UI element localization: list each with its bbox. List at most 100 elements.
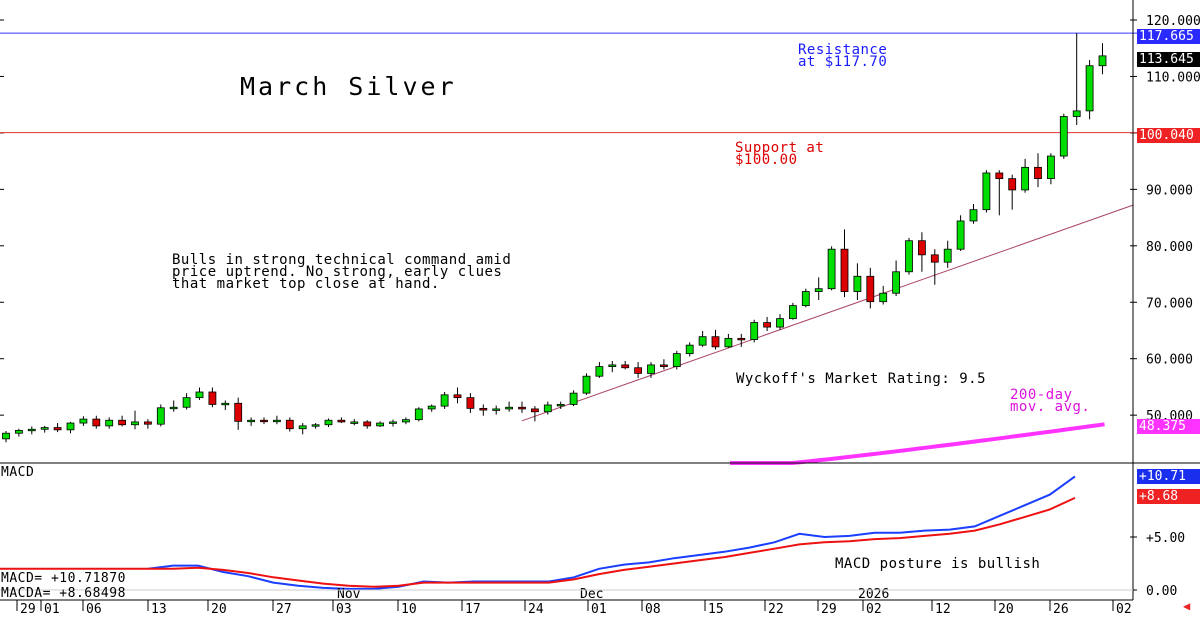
axis-labels: 120.000110.000100.00090.00080.00070.0006… <box>1146 14 1200 599</box>
candle-body <box>801 291 810 307</box>
candle <box>879 285 888 305</box>
candle-body <box>66 422 75 431</box>
candle <box>324 418 333 428</box>
trendline-layer <box>521 204 1134 422</box>
candle <box>1098 43 1107 75</box>
candle-body <box>1047 155 1055 180</box>
candle <box>685 342 694 357</box>
candle <box>582 373 591 395</box>
candle <box>982 170 991 213</box>
candle <box>118 415 126 427</box>
candle <box>801 288 810 308</box>
candle <box>853 263 862 300</box>
month-label: Nov <box>337 587 361 602</box>
candle-body <box>479 407 488 411</box>
candle <box>337 417 346 424</box>
candle-body <box>27 428 36 432</box>
candle <box>208 387 217 408</box>
scroll-left-arrow-icon[interactable]: ◀ <box>1183 599 1191 613</box>
candle-body <box>401 419 410 423</box>
candle <box>40 425 49 433</box>
candle-body <box>634 367 642 374</box>
candle <box>660 359 668 370</box>
candle <box>1021 158 1029 193</box>
candle-body <box>647 364 655 374</box>
date-tick-label: 24 <box>528 602 544 617</box>
candle <box>389 419 397 427</box>
date-tick-label: 01 <box>44 602 60 617</box>
candle <box>1085 60 1094 120</box>
candle <box>492 405 501 415</box>
date-tick-label: 02 <box>866 602 882 617</box>
candle <box>311 423 320 429</box>
candle <box>221 400 230 411</box>
candle-body <box>1034 166 1042 180</box>
last-price-tag: 113.645 <box>1137 52 1200 67</box>
candle <box>440 392 449 409</box>
candle-body <box>156 407 165 425</box>
candle <box>105 417 114 429</box>
candle-body <box>247 419 256 423</box>
candle <box>2 430 10 443</box>
ma-price-tag: 48.375 <box>1137 419 1200 434</box>
candle-body <box>1072 110 1081 117</box>
candle <box>595 362 604 378</box>
date-tick-label: 08 <box>645 602 661 617</box>
macd-tick-label: 0.00 <box>1146 584 1177 599</box>
candle <box>943 240 952 268</box>
candle-body <box>956 220 965 250</box>
macda-readout: MACDA= +8.68498 <box>1 586 126 601</box>
candle-body <box>260 419 268 423</box>
candle-body <box>995 172 1004 180</box>
candle <box>892 260 900 297</box>
macd-value-tag: +10.71 <box>1137 469 1200 484</box>
market-rating: Wyckoff's Market Rating: 9.5 <box>736 371 987 387</box>
candle <box>466 393 475 413</box>
candle <box>672 350 681 370</box>
price-tick-label: 80.000 <box>1146 240 1193 255</box>
macda-value-tag: +8.68 <box>1137 489 1200 504</box>
price-axis-ticks <box>0 19 1137 591</box>
date-tick-label: 01 <box>591 602 607 617</box>
candle-body <box>79 418 88 424</box>
commentary-text: Bulls in strong technical command amid pr… <box>172 252 512 292</box>
candle-body <box>440 394 449 407</box>
candle-body <box>982 172 991 211</box>
candle-body <box>208 391 217 405</box>
candle <box>505 401 514 412</box>
candle-body <box>840 248 849 292</box>
candle <box>169 400 178 412</box>
price-tick-label: 70.000 <box>1146 296 1193 311</box>
candle-body <box>466 397 475 409</box>
date-tick-label: 29 <box>20 602 36 617</box>
candle <box>556 401 565 409</box>
candle-body <box>814 288 823 292</box>
date-tick-label: 03 <box>336 602 352 617</box>
chart-title: March Silver <box>240 72 457 101</box>
candle-body <box>776 318 784 328</box>
candle <box>1072 33 1081 125</box>
candle <box>634 362 642 378</box>
candle <box>969 204 978 224</box>
candle-body <box>311 424 320 427</box>
candle-body <box>750 322 759 340</box>
candle-body <box>324 419 333 426</box>
date-tick-label: 22 <box>768 602 784 617</box>
candle <box>918 232 926 272</box>
candle <box>414 407 423 422</box>
candle-body <box>930 254 939 263</box>
candle <box>711 329 720 350</box>
moving-average-layer <box>730 422 1105 465</box>
candle <box>840 229 849 298</box>
candle <box>905 237 913 275</box>
candle-body <box>169 406 178 410</box>
date-tick-label: 26 <box>1053 602 1069 617</box>
candle <box>66 421 75 434</box>
candle <box>272 415 281 425</box>
candle <box>789 302 797 320</box>
uptrend-line <box>521 204 1134 422</box>
candle-body <box>14 429 23 434</box>
candle-body <box>118 419 126 426</box>
candle-body <box>827 248 836 290</box>
candle-body <box>892 271 900 294</box>
